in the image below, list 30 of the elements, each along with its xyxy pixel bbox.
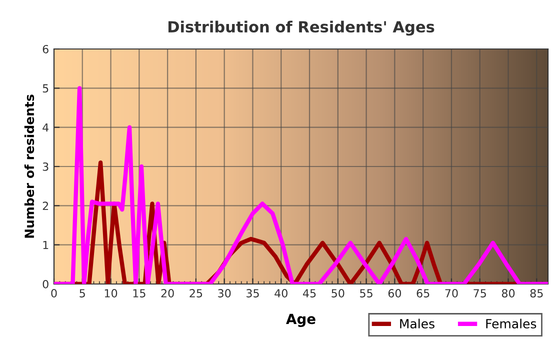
legend-label: Males (400, 318, 434, 328)
y-tick-label: 3 (42, 162, 48, 171)
chart-title: Distribution of Residents' Ages (168, 20, 434, 36)
x-tick-label: 0 (51, 289, 57, 298)
x-tick-label: 15 (133, 289, 146, 298)
x-tick-label: 85 (530, 289, 543, 298)
x-axis-title: Age (286, 314, 316, 327)
x-tick-label: 30 (218, 289, 231, 298)
x-tick-label: 20 (161, 289, 174, 298)
x-tick-label: 25 (190, 289, 202, 298)
y-tick-label: 4 (42, 123, 49, 132)
x-tick-label: 65 (416, 289, 430, 298)
x-tick-label: 40 (274, 289, 288, 298)
y-tick-label: 6 (42, 44, 48, 54)
x-tick-label: 60 (388, 289, 402, 298)
y-tick-label: 2 (42, 202, 48, 210)
x-tick-label: 10 (104, 289, 118, 298)
y-tick-label: 5 (42, 84, 48, 93)
y-tick-label: 0 (42, 280, 48, 288)
x-tick-label: 45 (302, 289, 316, 298)
x-tick-label: 5 (80, 289, 85, 298)
x-tick-label: 35 (246, 289, 259, 298)
y-tick-label: 1 (43, 240, 48, 250)
x-tick-label: 80 (502, 289, 515, 298)
y-axis-title: Number of residents (24, 94, 34, 238)
x-tick-label: 55 (360, 289, 372, 298)
x-tick-label: 50 (332, 289, 344, 298)
x-tick-label: 70 (445, 289, 458, 298)
x-tick-label: 75 (474, 289, 486, 298)
legend-label: Females (486, 318, 536, 328)
